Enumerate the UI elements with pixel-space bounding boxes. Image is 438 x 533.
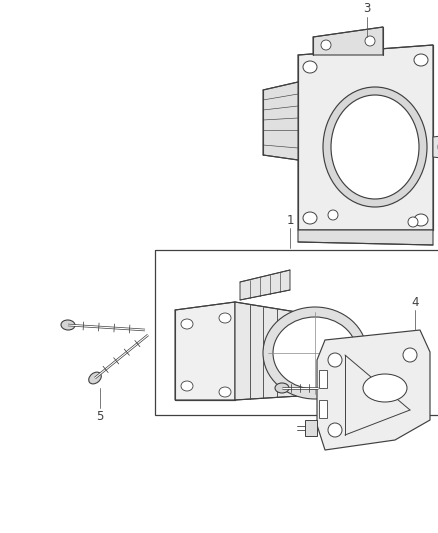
Polygon shape: [263, 82, 298, 160]
Ellipse shape: [303, 212, 317, 224]
Polygon shape: [317, 330, 430, 450]
Bar: [319, 370, 327, 388]
Bar: [305, 420, 317, 436]
Polygon shape: [313, 27, 383, 55]
Ellipse shape: [181, 381, 193, 391]
Ellipse shape: [61, 320, 75, 330]
Polygon shape: [240, 270, 290, 300]
Bar: [319, 400, 327, 418]
Ellipse shape: [328, 423, 342, 437]
Ellipse shape: [273, 317, 357, 389]
Ellipse shape: [363, 374, 407, 402]
Ellipse shape: [219, 387, 231, 397]
Ellipse shape: [263, 307, 367, 399]
Text: 5: 5: [96, 409, 104, 423]
Polygon shape: [433, 135, 438, 159]
Ellipse shape: [414, 54, 428, 66]
Ellipse shape: [408, 217, 418, 227]
Polygon shape: [175, 302, 235, 400]
Ellipse shape: [321, 40, 331, 50]
Ellipse shape: [365, 36, 375, 46]
Ellipse shape: [303, 61, 317, 73]
Ellipse shape: [219, 313, 231, 323]
Ellipse shape: [323, 87, 427, 207]
Text: 4: 4: [411, 295, 419, 309]
Ellipse shape: [181, 319, 193, 329]
Text: 1: 1: [286, 214, 294, 227]
Ellipse shape: [328, 210, 338, 220]
Polygon shape: [298, 230, 433, 245]
Ellipse shape: [275, 383, 289, 393]
Polygon shape: [235, 302, 315, 400]
Ellipse shape: [328, 353, 342, 367]
Polygon shape: [298, 45, 433, 230]
Ellipse shape: [403, 348, 417, 362]
Ellipse shape: [414, 214, 428, 226]
Ellipse shape: [331, 95, 419, 199]
Ellipse shape: [89, 372, 101, 384]
Bar: [155, 250, 438, 415]
Text: 3: 3: [363, 3, 371, 15]
